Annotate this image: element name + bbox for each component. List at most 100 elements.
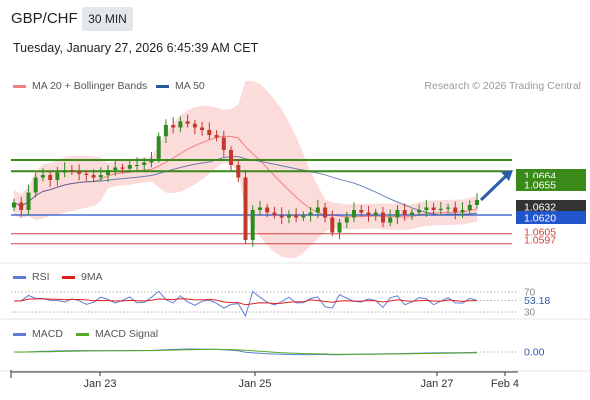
candle-body xyxy=(344,217,349,223)
timeframe-button[interactable]: 30 MIN xyxy=(82,7,133,31)
research-credit: Research © 2026 Trading Central xyxy=(424,80,581,92)
candle-body xyxy=(229,150,233,165)
candle-body xyxy=(308,212,313,215)
price-label: 1.0655 xyxy=(524,180,556,192)
candle-body xyxy=(366,212,371,215)
candle-body xyxy=(19,202,24,210)
candle-body xyxy=(294,215,299,218)
legend-label: RSI xyxy=(32,271,50,283)
candle-body xyxy=(91,175,96,178)
legend-label: MACD Signal xyxy=(95,328,159,340)
legend-rsi: RSI xyxy=(13,271,50,283)
legend-swatch xyxy=(62,275,75,279)
x-tick-label: Feb 4 xyxy=(491,378,519,390)
candle-body xyxy=(135,165,139,166)
x-tick-label: Jan 25 xyxy=(238,378,271,390)
candle-body xyxy=(84,173,89,175)
chart-header: GBP/CHF 30 MIN xyxy=(0,0,590,38)
candle-body xyxy=(279,215,284,218)
candle-body xyxy=(127,165,132,169)
rsi-level-label: 70 xyxy=(524,288,536,299)
x-tick-label: Jan 27 xyxy=(420,378,453,390)
candle-body xyxy=(388,217,393,223)
candle-body xyxy=(424,207,429,210)
legend-macd-signal: MACD Signal xyxy=(76,328,158,340)
rsi-line xyxy=(13,290,478,318)
price-label: 1.0597 xyxy=(524,235,556,247)
candle-body xyxy=(315,207,320,213)
candle-body xyxy=(258,207,262,210)
candle-body xyxy=(26,192,31,210)
candle-body xyxy=(475,200,479,205)
candle-body xyxy=(200,127,205,130)
price-label: 1.0605 xyxy=(524,227,556,239)
legend-swatch xyxy=(76,332,89,336)
legend-macd: MACD xyxy=(13,328,63,340)
candle-body xyxy=(330,217,335,233)
candle-body xyxy=(69,170,74,172)
legend-swatch xyxy=(13,84,26,88)
candle-body xyxy=(272,212,277,215)
candle-body xyxy=(323,207,328,218)
ma50-line xyxy=(13,156,478,216)
candle-body xyxy=(265,207,270,213)
price-label: 1.0620 xyxy=(524,213,556,225)
candle-body xyxy=(214,135,219,138)
candle-body xyxy=(286,215,291,218)
candle-body xyxy=(113,167,118,170)
macd-signal-line xyxy=(14,348,478,355)
candle-body xyxy=(402,210,407,215)
candle-body xyxy=(409,212,414,215)
candle-body xyxy=(171,125,176,128)
candle-body xyxy=(120,167,125,169)
candle-body xyxy=(467,205,472,210)
candle-body xyxy=(40,175,45,178)
x-tick-label: Jan 23 xyxy=(83,378,116,390)
candle-body xyxy=(207,130,212,135)
rsi-ma-line xyxy=(13,298,478,306)
candle-body xyxy=(337,222,342,233)
candle-body xyxy=(438,208,443,210)
legend-ma20-bollinger: MA 20 + Bollinger Bands xyxy=(13,80,147,92)
candle-body xyxy=(98,175,103,178)
candle-body xyxy=(48,175,53,180)
candle-body xyxy=(163,125,168,137)
candle-body xyxy=(62,170,67,173)
rsi-level-label: 30 xyxy=(524,308,536,319)
legend-swatch xyxy=(13,332,26,336)
candle-body xyxy=(77,171,82,174)
candle-body xyxy=(301,215,306,218)
price-label-bg xyxy=(516,200,586,213)
candle-body xyxy=(142,162,147,165)
candle-body xyxy=(243,177,248,240)
legend-label: MA 20 + Bollinger Bands xyxy=(32,80,148,92)
macd-zero-label: 0.00 xyxy=(524,347,545,359)
candle-body xyxy=(446,207,451,209)
projection-arrow xyxy=(479,173,509,202)
candle-body xyxy=(250,210,255,240)
candle-body xyxy=(381,212,385,223)
legend-9ma: 9MA xyxy=(62,271,103,283)
candle-body xyxy=(359,210,364,213)
legend-ma50: MA 50 xyxy=(156,80,205,92)
legend-swatch xyxy=(156,84,169,88)
candle-body xyxy=(156,136,161,159)
candle-body xyxy=(453,207,458,213)
candle-body xyxy=(352,210,356,218)
candle-body xyxy=(417,210,422,213)
candle-body xyxy=(236,165,241,178)
rsi-value-label: 53.18 xyxy=(524,295,550,307)
instrument-title: GBP/CHF xyxy=(11,10,78,27)
candle-body xyxy=(192,123,197,128)
candle-body xyxy=(395,210,400,218)
price-label-bg xyxy=(516,178,586,191)
candle-body xyxy=(33,177,38,193)
candle-body xyxy=(106,170,110,175)
candle-body xyxy=(373,212,378,215)
legend-swatch xyxy=(13,275,26,279)
candle-body xyxy=(431,207,436,210)
candle-body xyxy=(178,121,183,128)
datetime-label: Tuesday, January 27, 2026 6:45:39 AM CET xyxy=(13,41,259,55)
legend-label: MA 50 xyxy=(175,80,205,92)
